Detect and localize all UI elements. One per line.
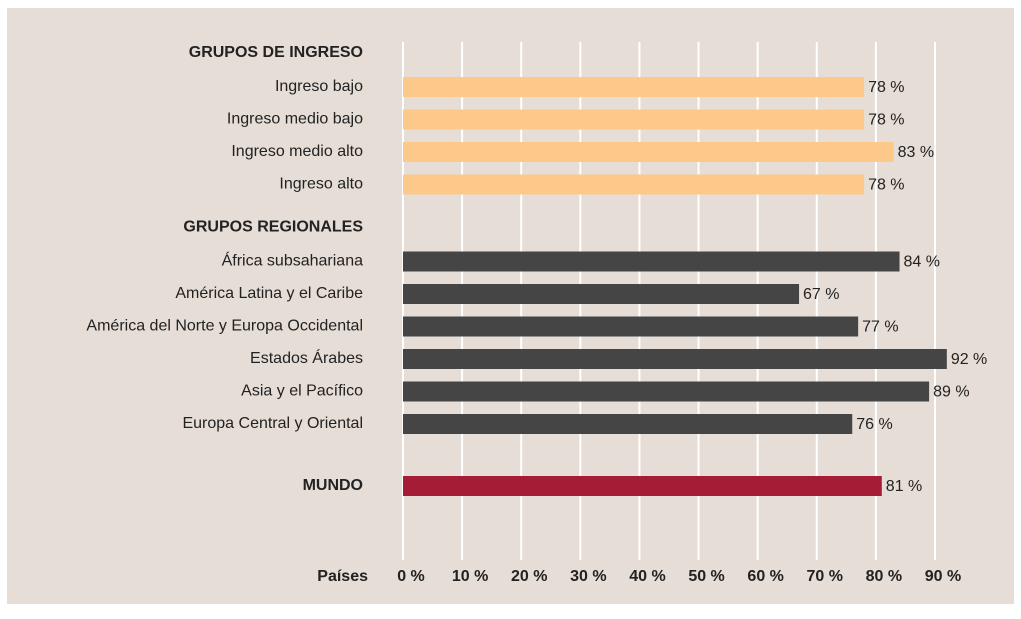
category-label: Europa Central y Oriental [182, 415, 363, 432]
category-label: África subsahariana [222, 251, 364, 270]
category-label: Ingreso alto [279, 176, 363, 193]
category-label: Ingreso medio alto [231, 143, 363, 160]
group-label: GRUPOS REGIONALES [183, 219, 363, 236]
category-label: América Latina y el Caribe [175, 285, 363, 302]
bar [403, 381, 930, 402]
x-tick-label: 10 % [452, 568, 488, 585]
x-tick-label: 20 % [511, 568, 547, 585]
value-label: 83 % [898, 144, 934, 161]
bar [403, 77, 865, 97]
group-label: MUNDO [303, 477, 363, 494]
x-tick-label: 40 % [629, 568, 665, 585]
bar [403, 142, 894, 162]
bar [403, 476, 882, 496]
category-label: Estados Árabes [250, 348, 363, 367]
x-tick-label: 30 % [570, 568, 606, 585]
x-tick-label: 80 % [866, 568, 902, 585]
panel [7, 8, 1014, 604]
category-label: Ingreso medio bajo [227, 111, 363, 128]
bar [403, 174, 865, 195]
x-tick-label: 70 % [807, 568, 843, 585]
x-tick-label: 60 % [747, 568, 783, 585]
x-tick-label: 0 % [397, 568, 425, 585]
bar [403, 349, 947, 369]
value-label: 67 % [803, 286, 839, 303]
value-label: 77 % [862, 319, 898, 336]
bar [403, 284, 800, 304]
value-label: 89 % [933, 384, 969, 401]
category-label: América del Norte y Europa Occidental [86, 318, 363, 335]
bar [403, 251, 900, 272]
value-label: 81 % [886, 478, 922, 495]
value-label: 78 % [868, 79, 904, 96]
value-label: 78 % [868, 177, 904, 194]
bar [403, 414, 853, 434]
x-axis-label: Países [317, 568, 368, 585]
bar [403, 316, 859, 337]
category-label: Ingreso bajo [275, 78, 363, 95]
category-label: Asia y el Pacífico [241, 383, 363, 400]
group-label: GRUPOS DE INGRESO [189, 44, 363, 61]
x-tick-label: 90 % [925, 568, 961, 585]
x-tick-label: 50 % [688, 568, 724, 585]
value-label: 78 % [868, 112, 904, 129]
value-label: 84 % [904, 254, 940, 271]
value-label: 76 % [856, 416, 892, 433]
value-label: 92 % [951, 351, 987, 368]
bar [403, 109, 865, 130]
